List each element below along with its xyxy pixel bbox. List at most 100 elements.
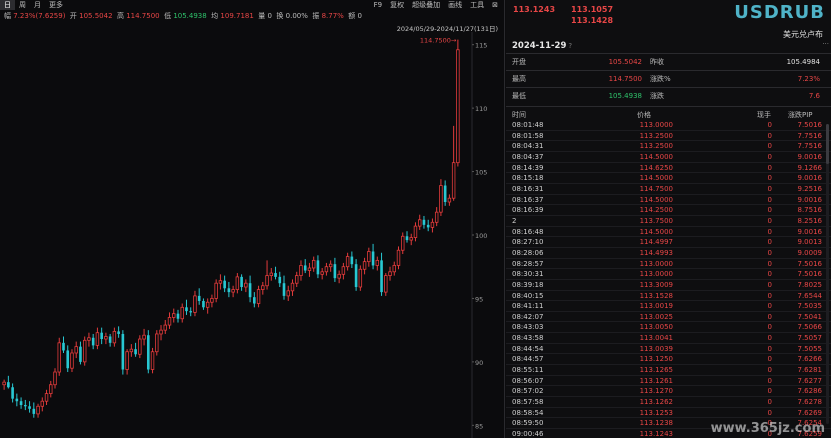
close-icon[interactable]: ⊠ <box>492 1 498 9</box>
adjust-button[interactable]: 复权 <box>390 1 405 9</box>
tick-row[interactable]: 08:43:03 113.0050 0 7.5066 <box>506 322 831 334</box>
tick-row[interactable]: 08:14:39 114.6250 0 9.1266 <box>506 163 831 174</box>
candle-body <box>253 297 256 304</box>
tick-row[interactable]: 08:57:02 113.1270 0 7.6286 <box>506 386 831 398</box>
tab-day[interactable]: 日 <box>0 0 15 10</box>
open-value: 105.5042 <box>608 58 642 66</box>
y-tick-label: 110 <box>475 105 487 113</box>
tick-row[interactable]: 08:44:54 113.0039 0 7.5055 <box>506 344 831 355</box>
date-help-icon[interactable]: ? <box>568 42 573 50</box>
volume-value: 0 <box>267 12 272 20</box>
tick-row[interactable]: 08:01:58 113.2500 0 7.7516 <box>506 131 831 142</box>
scrollbar-thumb[interactable] <box>826 124 829 164</box>
candle-body <box>244 282 248 288</box>
candle-body <box>185 307 188 312</box>
candle-body <box>328 263 333 268</box>
candle-body <box>447 197 452 203</box>
tick-row[interactable]: 08:27:10 114.4997 0 9.0013 <box>506 237 831 248</box>
candle-body <box>172 313 176 318</box>
tick-row[interactable]: 08:04:37 114.5000 0 9.0016 <box>506 152 831 163</box>
tick-hand: 0 <box>767 312 772 321</box>
tick-row[interactable]: 08:41:11 113.0019 0 7.5035 <box>506 301 831 312</box>
tick-table-header: 时间 价格 现手 涨跌PIP <box>512 110 824 120</box>
amount-value: 0 <box>357 12 362 20</box>
chart-toolbar: F9 复权 超级叠加 画线 工具 ⊠ <box>374 0 498 10</box>
change-value: 7.6 <box>808 92 820 100</box>
tick-row[interactable]: 08:39:18 113.3009 0 7.8025 <box>506 280 831 291</box>
divider <box>506 106 831 107</box>
tick-row[interactable]: 08:40:15 113.1528 0 7.6544 <box>506 291 831 302</box>
candle-body <box>142 334 146 340</box>
candle-body <box>62 342 65 351</box>
tick-row[interactable]: 08:43:58 113.0041 0 7.5057 <box>506 333 831 344</box>
tick-row[interactable]: 08:57:58 113.1262 0 7.6278 <box>506 397 831 408</box>
tab-more[interactable]: 更多 <box>49 1 63 9</box>
open-row: 开盘 105.5042 昨收 105.4984 <box>512 56 824 68</box>
turnover-value: 0.00% <box>285 12 308 20</box>
tab-week[interactable]: 周 <box>19 1 26 9</box>
candle-body <box>70 352 74 369</box>
tick-time: 08:42:07 <box>512 312 544 321</box>
tick-time: 08:59:50 <box>512 419 544 428</box>
tick-row[interactable]: 08:15:18 114.5000 0 9.0016 <box>506 173 831 184</box>
tick-pip: 7.6278 <box>797 398 823 407</box>
y-tick-label: 100 <box>475 232 487 240</box>
tick-hand: 0 <box>767 408 772 417</box>
tick-row[interactable]: 08:28:57 113.0000 0 7.5016 <box>506 259 831 270</box>
tick-row[interactable]: 08:16:37 114.5000 0 9.0016 <box>506 195 831 206</box>
high-row: 最高 114.7500 涨跌% 7.23% <box>512 73 824 85</box>
tick-price: 113.0000 <box>639 121 673 129</box>
tick-row[interactable]: 08:16:48 114.5000 0 9.0016 <box>506 227 831 238</box>
more-icon[interactable]: ··· <box>822 40 829 48</box>
tick-row[interactable]: 08:44:57 113.1250 0 7.6266 <box>506 354 831 366</box>
f9-button[interactable]: F9 <box>373 1 383 9</box>
tick-time: 08:04:37 <box>512 152 544 161</box>
tick-row[interactable]: 2 113.7500 0 8.2516 <box>506 216 831 227</box>
tick-row[interactable]: 08:30:31 113.0000 0 7.5016 <box>506 269 831 280</box>
tick-row[interactable]: 08:28:06 114.4993 0 9.0009 <box>506 248 831 259</box>
tick-price: 113.3009 <box>639 280 673 289</box>
tick-time: 2 <box>512 216 517 225</box>
tick-pip: 7.6281 <box>797 366 823 375</box>
tick-pip: 9.0016 <box>797 174 823 183</box>
candle-body <box>345 256 350 268</box>
draw-line-button[interactable]: 画线 <box>448 1 463 9</box>
candle-body <box>320 271 324 275</box>
tick-row[interactable]: 08:42:07 113.0025 0 7.5041 <box>506 312 831 323</box>
tick-scrollbar[interactable] <box>826 124 829 424</box>
tools-button[interactable]: 工具 <box>470 1 485 9</box>
tick-price: 113.1270 <box>639 387 673 396</box>
tick-row[interactable]: 08:56:07 113.1261 0 7.6277 <box>506 376 831 387</box>
tick-row[interactable]: 08:01:48 113.0000 0 7.5016 <box>506 120 831 131</box>
tick-row[interactable]: 08:55:11 113.1265 0 7.6281 <box>506 365 831 376</box>
chart-panel: 日 周 月 更多 F9 复权 超级叠加 画线 工具 ⊠ 幅 7.23%(7.62… <box>0 0 505 438</box>
tick-row[interactable]: 08:59:50 113.1238 0 7.6254 <box>506 418 831 430</box>
tick-hand: 0 <box>767 366 772 375</box>
tick-pip: 7.5066 <box>797 323 823 332</box>
candle-body <box>95 332 100 346</box>
tick-row[interactable]: 08:16:31 114.7500 0 9.2516 <box>506 184 831 195</box>
candle-body <box>104 336 108 340</box>
high-value: 114.7500 <box>608 75 642 83</box>
candle-body <box>248 283 252 298</box>
tick-row[interactable]: 08:58:54 113.1253 0 7.6269 <box>506 408 831 419</box>
tab-month[interactable]: 月 <box>34 1 41 9</box>
candlestick-chart[interactable]: 115 110 105 100 95 90 85 114.7500→ <box>0 32 505 438</box>
tick-row[interactable]: 08:04:31 113.2500 0 7.7516 <box>506 141 831 152</box>
candle-body <box>324 266 329 273</box>
tick-row[interactable]: 08:16:39 114.2500 0 8.7516 <box>506 205 831 216</box>
open-label: 开 <box>69 12 77 20</box>
overlay-button[interactable]: 超级叠加 <box>412 1 441 9</box>
tick-pip: 9.1266 <box>797 163 823 172</box>
tick-table[interactable]: 08:01:48 113.0000 0 7.5016 08:01:58 113.2500 0… <box>506 120 831 438</box>
low-value: 105.4938 <box>608 92 642 100</box>
candle-body <box>396 249 401 266</box>
col-pip: 涨跌PIP <box>788 111 813 119</box>
candle-body <box>362 261 367 270</box>
tick-row[interactable]: 09:00:46 113.1243 0 7.6259 <box>506 429 831 438</box>
tick-hand: 0 <box>767 152 772 161</box>
tick-hand: 0 <box>767 142 772 151</box>
candle-body <box>167 317 172 326</box>
candle-body <box>125 351 129 370</box>
tick-pip: 7.6544 <box>797 291 823 300</box>
